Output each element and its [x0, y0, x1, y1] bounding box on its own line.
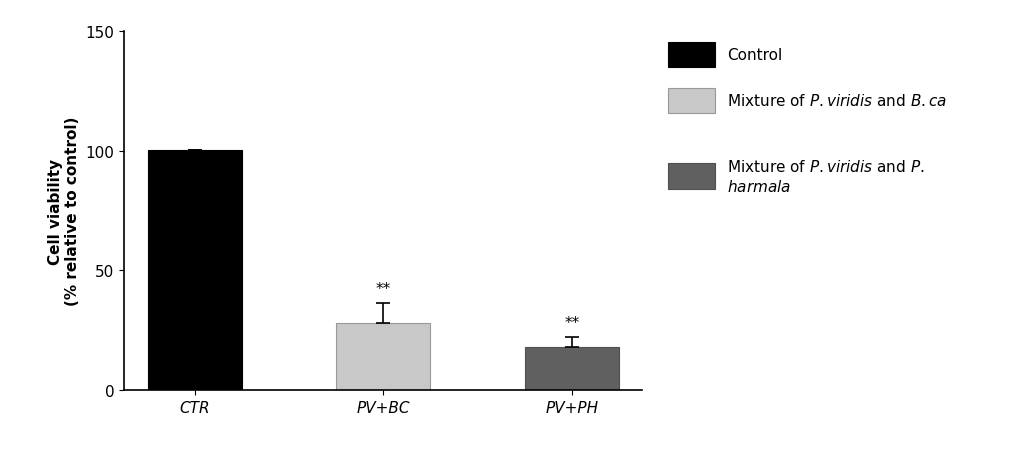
Bar — [148, 150, 242, 390]
Bar — [524, 347, 618, 390]
Text: **: ** — [376, 281, 391, 296]
Bar — [337, 323, 430, 390]
Text: Mixture of $\it{P. viridis}$ and $\it{P.}$
$\it{harmala}$: Mixture of $\it{P. viridis}$ and $\it{P.… — [727, 159, 925, 195]
Y-axis label: Cell viability
(% relative to control): Cell viability (% relative to control) — [48, 117, 80, 306]
Text: Mixture of $\it{P. viridis}$ and $\it{B. ca}$: Mixture of $\it{P. viridis}$ and $\it{B.… — [727, 93, 948, 109]
Text: **: ** — [564, 315, 579, 330]
Text: Control: Control — [727, 48, 782, 62]
